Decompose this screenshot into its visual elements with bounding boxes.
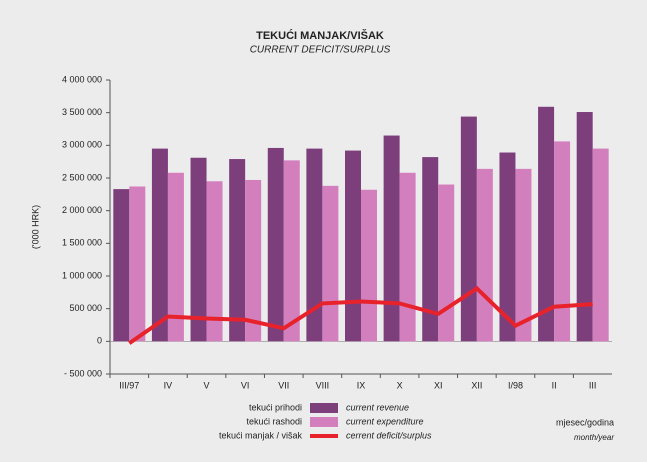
bar xyxy=(190,157,207,342)
bar xyxy=(499,152,516,342)
bar xyxy=(476,168,493,342)
x-tick-label: IX xyxy=(357,380,366,390)
bar xyxy=(306,148,323,342)
x-tick-label: X xyxy=(397,380,403,390)
legend-swatch xyxy=(310,403,338,413)
bar xyxy=(229,159,246,342)
bar xyxy=(267,147,284,342)
x-axis-label-en: month/year xyxy=(574,433,614,442)
bar xyxy=(383,135,400,342)
bar xyxy=(322,185,339,342)
bar xyxy=(592,148,609,342)
y-tick-label: 2 000 000 xyxy=(62,205,102,215)
y-tick-label: 3 000 000 xyxy=(62,140,102,150)
chart-title: TEKUĆI MANJAK/VIŠAK xyxy=(256,29,384,42)
bar xyxy=(167,172,184,342)
y-tick-label: 0 xyxy=(97,336,102,346)
x-tick-label: I/98 xyxy=(508,380,523,390)
bar xyxy=(361,189,377,342)
legend-label: tekući prihodi xyxy=(249,402,302,412)
y-tick-label: 3 500 000 xyxy=(62,107,102,117)
legend-label-en: cerrent deficit/surplus xyxy=(346,430,432,440)
x-tick-label: III/97 xyxy=(119,380,139,390)
legend-label-en: current expenditure xyxy=(346,416,424,426)
x-tick-label: VIII xyxy=(316,380,330,390)
x-tick-label: IV xyxy=(164,380,173,390)
y-tick-label: 1 000 000 xyxy=(62,270,102,280)
bar xyxy=(538,106,555,342)
legend-swatch xyxy=(310,434,338,438)
bar xyxy=(422,157,439,342)
bar xyxy=(129,186,146,342)
y-tick-label: 1 500 000 xyxy=(62,238,102,248)
bar xyxy=(554,141,571,342)
bar xyxy=(113,189,130,342)
chart-subtitle: CURRENT DEFICIT/SURPLUS xyxy=(250,45,391,56)
y-tick-label: 2 500 000 xyxy=(62,172,102,182)
x-axis-label: mjesec/godina xyxy=(556,417,614,427)
x-tick-label: V xyxy=(204,380,210,390)
legend-label-en: current revenue xyxy=(346,402,409,412)
x-tick-label: III xyxy=(589,380,597,390)
bar xyxy=(460,116,477,342)
bar xyxy=(576,112,593,342)
bar xyxy=(345,150,361,342)
legend-label: tekući manjak / višak xyxy=(219,430,303,440)
bar xyxy=(245,179,262,342)
bar xyxy=(151,148,168,342)
legend-label: tekući rashodi xyxy=(246,416,302,426)
x-tick-label: VI xyxy=(241,380,250,390)
x-tick-label: XI xyxy=(434,380,443,390)
x-tick-label: VII xyxy=(278,380,289,390)
bar xyxy=(206,181,223,342)
bar xyxy=(399,172,416,342)
y-tick-label: - 500 000 xyxy=(64,368,102,378)
bar xyxy=(438,184,455,342)
bar xyxy=(515,168,532,342)
y-tick-label: 500 000 xyxy=(69,303,102,313)
legend-swatch xyxy=(310,417,338,427)
bar xyxy=(283,160,300,342)
x-tick-label: XII xyxy=(471,380,482,390)
line xyxy=(128,285,593,345)
y-axis-label: ('000 HRK) xyxy=(30,205,40,249)
y-tick-label: 4 000 000 xyxy=(62,74,102,84)
x-tick-label: II xyxy=(552,380,557,390)
